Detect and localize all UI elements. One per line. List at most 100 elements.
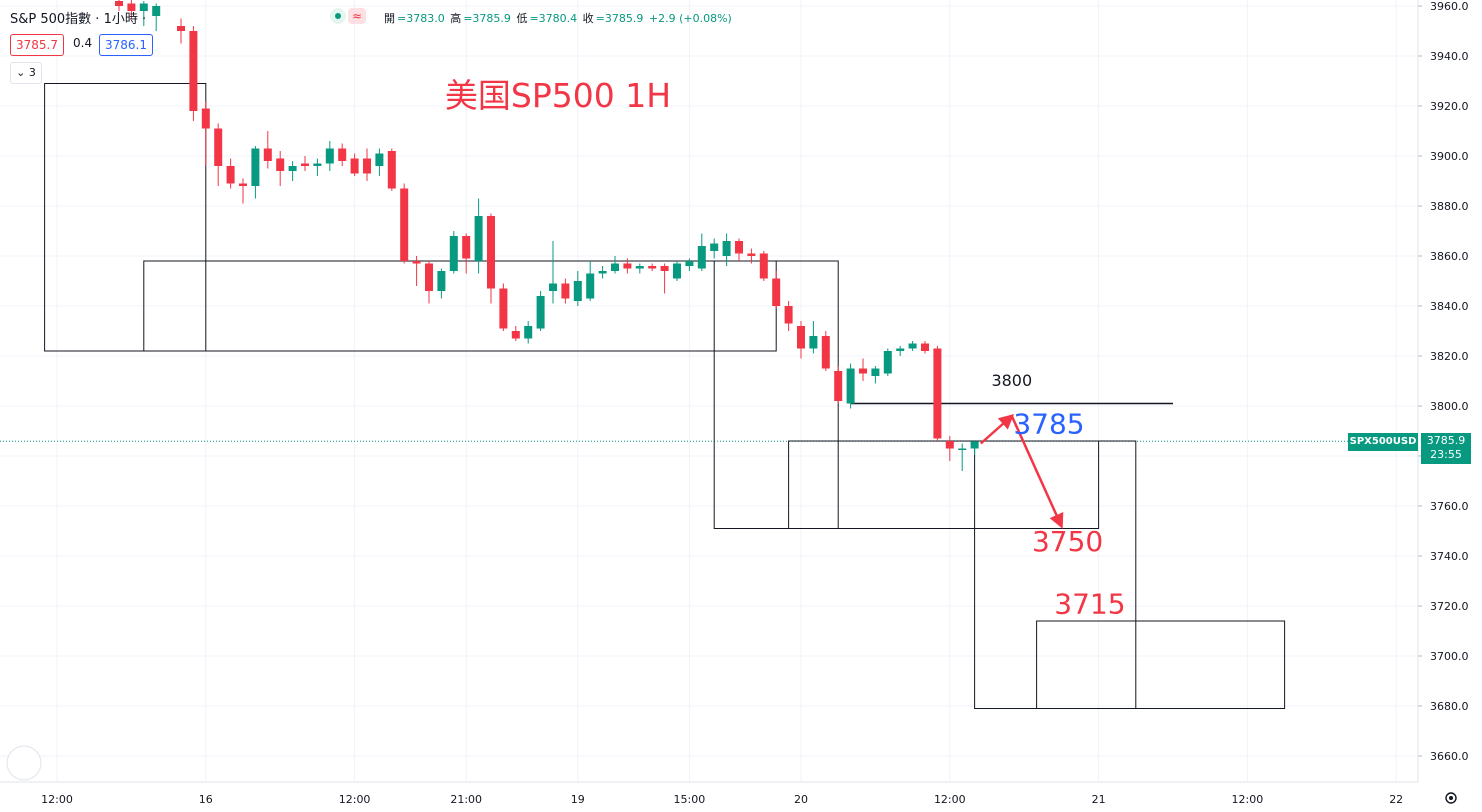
candle [797, 321, 805, 359]
candle-body [710, 243, 719, 251]
candle [586, 261, 595, 301]
candle [921, 341, 929, 354]
low-label: 低 [516, 12, 528, 25]
candle [276, 151, 285, 186]
candle-body [809, 336, 818, 349]
x-tick-label: 12:00 [1232, 793, 1264, 806]
x-tick-label: 15:00 [674, 793, 706, 806]
candle-body [325, 148, 334, 164]
buy-price-button[interactable]: 3786.1 [99, 34, 153, 56]
candle [821, 331, 830, 371]
candle-body [226, 166, 235, 184]
chart-grid [0, 0, 1418, 782]
candle-body [474, 216, 483, 261]
candle [437, 268, 446, 299]
candle-body [648, 266, 657, 269]
indicator-toggle[interactable]: ⌄ 3 [10, 62, 42, 84]
candle [611, 256, 619, 274]
alert-icon[interactable]: ≈ [348, 8, 366, 24]
candle-body [301, 163, 309, 166]
candle [139, 1, 148, 26]
candle [908, 341, 917, 351]
candle [722, 233, 731, 266]
annotation-box [974, 440, 1137, 709]
live-status-icon[interactable] [330, 8, 346, 24]
candle [896, 346, 905, 356]
candle [673, 261, 681, 281]
y-tick-label: 3760.0 [1430, 500, 1469, 513]
symbol-price-tag: SPX500USD [1348, 433, 1418, 451]
candle-body [908, 343, 917, 349]
symbol-title[interactable]: S&P 500指數 · 1小時 · [10, 8, 146, 27]
candle [214, 123, 223, 186]
candle [375, 148, 384, 176]
candle [288, 161, 297, 181]
candle-body [598, 271, 607, 274]
countdown-text: 23:55 [1430, 448, 1462, 461]
candle [648, 263, 657, 271]
candle [177, 18, 185, 44]
indicator-count: 3 [28, 66, 36, 79]
candle [871, 366, 880, 384]
annotation-box [44, 83, 207, 352]
candle [846, 363, 855, 409]
y-tick-label: 3960.0 [1430, 0, 1469, 13]
candle [697, 233, 706, 271]
candle [635, 263, 644, 274]
candle [759, 251, 768, 281]
scroll-circle-icon[interactable] [6, 745, 42, 781]
candle-body [611, 263, 619, 271]
candle-body [115, 1, 123, 6]
candle-body [214, 128, 223, 166]
candle [660, 263, 669, 294]
candle [301, 156, 309, 171]
candle-body [511, 331, 520, 339]
y-tick-label: 3880.0 [1430, 200, 1469, 213]
spread-text: 0.4 [73, 36, 93, 50]
candle [350, 153, 359, 176]
y-tick-label: 3920.0 [1430, 100, 1469, 113]
sell-price-text: 3785.7 [16, 38, 58, 52]
candle-body [487, 216, 495, 289]
candle-body [524, 326, 533, 339]
last-price-text: 3785.9 [1426, 434, 1466, 447]
candle-body [685, 261, 694, 266]
close-value: =3785.9 [595, 12, 644, 25]
candle [536, 291, 545, 331]
candle [883, 348, 892, 376]
candle-body [859, 368, 867, 374]
candle-body [127, 3, 136, 11]
candle [487, 213, 495, 304]
settings-gear-icon[interactable] [1445, 792, 1457, 804]
candle-body [449, 236, 458, 271]
y-tick-label: 3860.0 [1430, 250, 1469, 263]
candle-body [338, 148, 347, 161]
candle [387, 148, 396, 191]
candle-body [412, 261, 421, 264]
candle [325, 141, 334, 171]
candle-body [189, 31, 198, 111]
candle [573, 271, 582, 306]
spread-value: 0.4 [73, 36, 92, 50]
candle-body [970, 441, 979, 449]
candle [189, 26, 198, 121]
annotation-box [788, 440, 1100, 529]
price-label: 3785 [1013, 408, 1084, 441]
candle [970, 441, 979, 455]
candle [338, 143, 347, 166]
candle-body [276, 158, 285, 171]
low-value: =3780.4 [529, 12, 578, 25]
open-label: 開 [384, 12, 395, 25]
candle-body [586, 273, 595, 299]
candle-body [871, 368, 880, 376]
sell-price-button[interactable]: 3785.7 [10, 34, 64, 56]
candle [400, 183, 409, 264]
candle [809, 321, 818, 354]
x-tick-label: 12:00 [41, 793, 73, 806]
candle [945, 436, 954, 461]
price-label: 3800 [991, 371, 1032, 390]
candle-body [921, 343, 929, 351]
last-price-tag: 3785.9 23:55 [1421, 433, 1471, 464]
candle [772, 271, 781, 309]
